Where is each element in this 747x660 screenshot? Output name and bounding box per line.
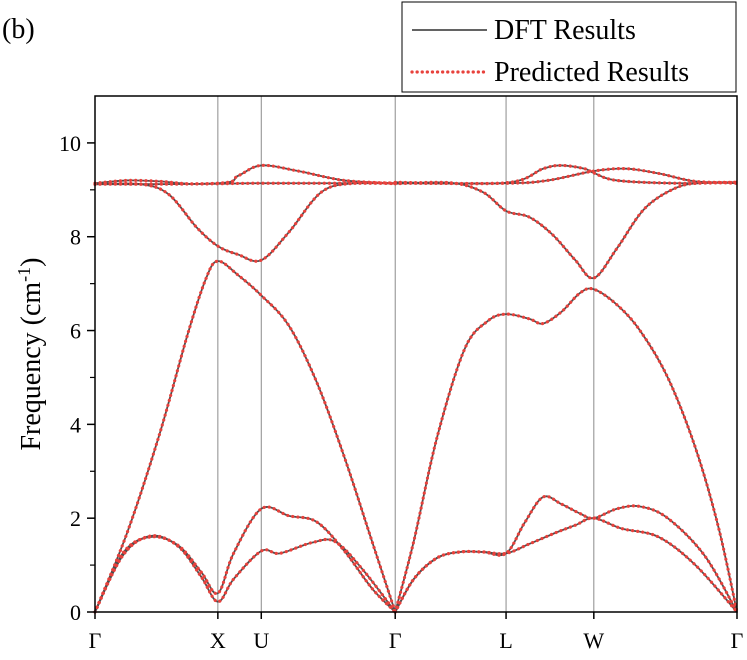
dft-band-line-3: [94, 181, 396, 263]
predicted-band-line-3: [93, 181, 397, 263]
predicted-band-line-11: [393, 167, 739, 186]
predicted-band-line-5: [93, 163, 397, 186]
dft-band-line-6: [394, 517, 738, 613]
kpoint-label: Γ: [389, 628, 402, 653]
predicted-band-line-0: [93, 534, 397, 614]
predicted-series-group: [93, 163, 739, 614]
kpoint-label: W: [583, 628, 604, 653]
y-tick-label: 6: [70, 319, 81, 344]
y-axis-title-unit-exp: -1: [14, 267, 34, 282]
predicted-band-line-9: [393, 180, 739, 280]
dft-band-line-2: [94, 260, 397, 613]
y-axis-title-main: Frequency (cm: [16, 282, 47, 451]
predicted-band-line-8: [393, 286, 739, 614]
kpoint-label: Γ: [731, 628, 744, 653]
y-axis-title-close: ): [16, 257, 47, 266]
plot-frame: [94, 95, 738, 613]
dft-band-line-8: [394, 287, 738, 613]
legend-box: [401, 1, 737, 93]
legend: DFT Results Predicted Results: [401, 1, 737, 93]
dft-series-group: [94, 164, 738, 613]
dft-band-line-9: [395, 181, 738, 280]
predicted-band-line-6: [393, 516, 739, 614]
predicted-band-line-7: [393, 494, 739, 614]
kpoint-label: Γ: [89, 628, 102, 653]
k-point-gridlines: [217, 96, 595, 612]
y-axis-title: Frequency (cm-1): [14, 257, 47, 450]
legend-label-dft: DFT Results: [494, 15, 636, 46]
kpoint-label: L: [499, 628, 512, 653]
predicted-band-line-1: [93, 505, 397, 614]
dft-band-line-0: [94, 534, 396, 613]
y-tick-label: 2: [70, 506, 81, 531]
y-tick-label: 10: [59, 131, 81, 156]
kpoint-label: X: [210, 628, 226, 653]
y-tick-label: 4: [70, 412, 81, 437]
y-axis: 0 2 4 6 8 10: [59, 131, 95, 625]
y-tick-label: 8: [70, 225, 81, 250]
y-tick-label: 0: [70, 600, 81, 625]
panel-label: (b): [2, 14, 35, 45]
kpoint-label: U: [253, 628, 269, 653]
legend-label-predicted: Predicted Results: [494, 57, 689, 88]
dft-band-line-7: [394, 495, 738, 613]
